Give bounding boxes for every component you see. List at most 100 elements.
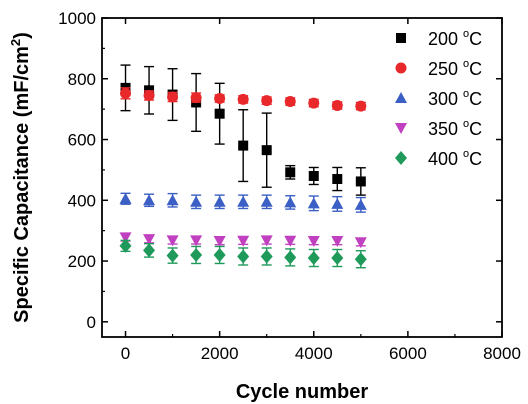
series-300 [119, 192, 367, 213]
data-point [190, 92, 202, 104]
x-tick-label: 4000 [295, 344, 333, 363]
legend-value: 200 [428, 29, 463, 49]
data-point [214, 108, 225, 119]
data-point [284, 250, 297, 265]
data-point [119, 232, 132, 244]
y-tick-label: 200 [68, 252, 96, 271]
data-point [237, 195, 250, 207]
x-tick-label: 8000 [483, 344, 521, 363]
data-point [167, 91, 179, 103]
legend-marker [395, 151, 407, 165]
data-point [237, 235, 250, 247]
legend-degree: o [463, 88, 469, 100]
legend-unit: C [469, 149, 482, 169]
data-point [143, 234, 156, 246]
data-point [285, 167, 296, 178]
legend-degree: o [463, 28, 469, 40]
series-350 [119, 232, 367, 249]
data-point [261, 95, 273, 107]
data-point [308, 170, 319, 181]
data-point [213, 235, 226, 247]
data-point [354, 252, 367, 267]
data-point [354, 198, 367, 210]
data-point [331, 251, 344, 266]
legend-marker [396, 33, 406, 43]
x-tick-label: 2000 [201, 344, 239, 363]
data-point [166, 248, 179, 263]
data-point [307, 197, 320, 209]
data-point [355, 176, 366, 187]
data-point [166, 235, 179, 247]
data-point [190, 247, 203, 262]
data-point [120, 87, 132, 99]
data-point [143, 89, 155, 101]
legend-marker [395, 62, 407, 74]
y-tick-label: 0 [87, 313, 96, 332]
data-point [308, 97, 320, 109]
data-point [119, 238, 132, 253]
data-point [331, 197, 344, 209]
data-point [238, 140, 249, 151]
y-tick-label: 1000 [58, 9, 96, 28]
data-point [237, 249, 250, 264]
data-point [143, 243, 156, 258]
data-point [190, 195, 203, 207]
series-layer [119, 64, 367, 269]
series-400 [119, 238, 367, 269]
data-point [331, 235, 344, 247]
data-point [237, 93, 249, 105]
data-point [166, 194, 179, 206]
data-point [284, 96, 296, 108]
data-point [307, 251, 320, 266]
data-point [331, 99, 343, 111]
data-point [307, 235, 320, 247]
data-point [143, 194, 156, 206]
legend-label: 250 oC [428, 58, 482, 79]
legend-degree: o [463, 148, 469, 160]
y-title-main: Specific Capacitance (mF/cm [11, 46, 33, 323]
data-point [261, 145, 272, 156]
legend-unit: C [469, 89, 482, 109]
data-point [260, 235, 273, 247]
data-point [284, 196, 297, 208]
plot-border [101, 17, 503, 338]
data-point [260, 195, 273, 207]
data-point [284, 235, 297, 247]
legend-label: 200 oC [428, 28, 482, 49]
legend-value: 400 [428, 149, 463, 169]
x-tick-label: 0 [121, 344, 130, 363]
series-200 [120, 64, 366, 196]
legend-unit: C [469, 29, 482, 49]
x-axis-title: Cycle number [236, 381, 368, 403]
data-point [213, 195, 226, 207]
data-point [119, 192, 132, 204]
legend-unit: C [469, 59, 482, 79]
legend-degree: o [463, 58, 469, 70]
y-tick-label: 600 [68, 131, 96, 150]
y-axis-title: Specific Capacitance (mF/cm2) [8, 32, 33, 323]
data-point [354, 237, 367, 249]
y-tick-label: 400 [68, 191, 96, 210]
y-tick-label: 800 [68, 70, 96, 89]
data-point [190, 235, 203, 247]
data-point [260, 249, 273, 264]
y-axis: 0 200 400 600 800 1000 [58, 9, 502, 332]
legend-label: 350 oC [428, 118, 482, 139]
y-title-end: ) [11, 32, 33, 39]
series-250 [120, 87, 367, 112]
data-point [213, 247, 226, 262]
legend-value: 300 [428, 89, 463, 109]
legend-value: 250 [428, 59, 463, 79]
legend-label: 300 oC [428, 88, 482, 109]
data-point [332, 174, 343, 185]
legend-value: 350 [428, 119, 463, 139]
data-point [214, 93, 226, 105]
x-axis: 0 2000 4000 6000 8000 [121, 18, 521, 363]
plot-frame [101, 17, 503, 338]
legend-degree: o [463, 118, 469, 130]
y-title-sup: 2 [8, 39, 23, 46]
data-point [355, 100, 367, 112]
x-tick-label: 6000 [389, 344, 427, 363]
